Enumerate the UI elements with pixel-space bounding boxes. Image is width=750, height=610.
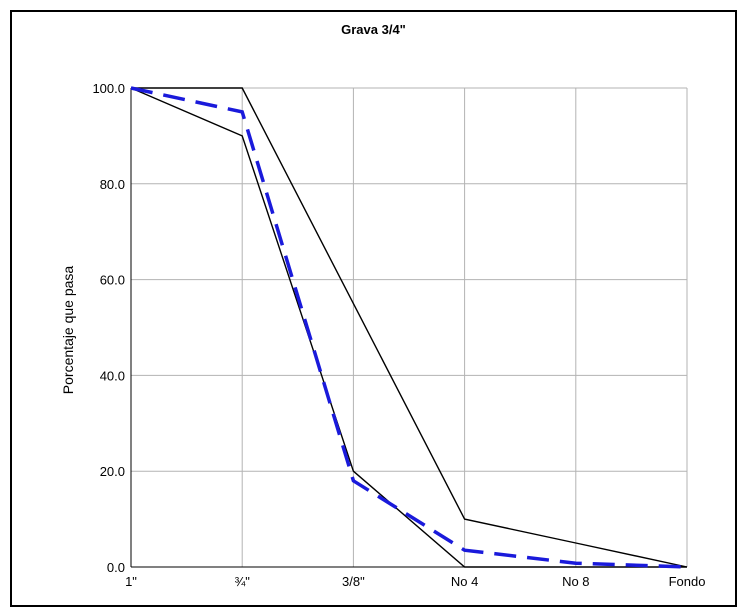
y-tick-label: 20.0 [100, 464, 125, 479]
y-tick-label: 0.0 [107, 560, 125, 575]
x-tick-label: 3/8" [342, 574, 365, 589]
y-tick-label: 80.0 [100, 177, 125, 192]
x-tick-label: ¾" [234, 574, 250, 589]
x-tick-label: Fondo [669, 574, 706, 589]
axes [130, 88, 687, 568]
tick-labels: 0.0 20.0 40.0 60.0 80.0 100.0 1" ¾" 3/8" No 4 No 8… [92, 81, 705, 589]
x-tick-label: 1" [125, 574, 137, 589]
x-tick-label: No 4 [451, 574, 478, 589]
series [130, 86, 688, 569]
y-tick-label: 60.0 [100, 273, 125, 288]
grid [130, 87, 688, 568]
y-tick-label: 100.0 [92, 81, 125, 96]
y-tick-label: 40.0 [100, 368, 125, 383]
series-line-lower-limit [130, 87, 687, 568]
y-axis-title: Porcentaje que pasa [60, 266, 76, 395]
series-line-upper-limit [131, 87, 688, 568]
series-line-sample [130, 86, 688, 569]
chart-title: Grava 3/4" [341, 22, 406, 37]
x-tick-label: No 8 [562, 574, 589, 589]
